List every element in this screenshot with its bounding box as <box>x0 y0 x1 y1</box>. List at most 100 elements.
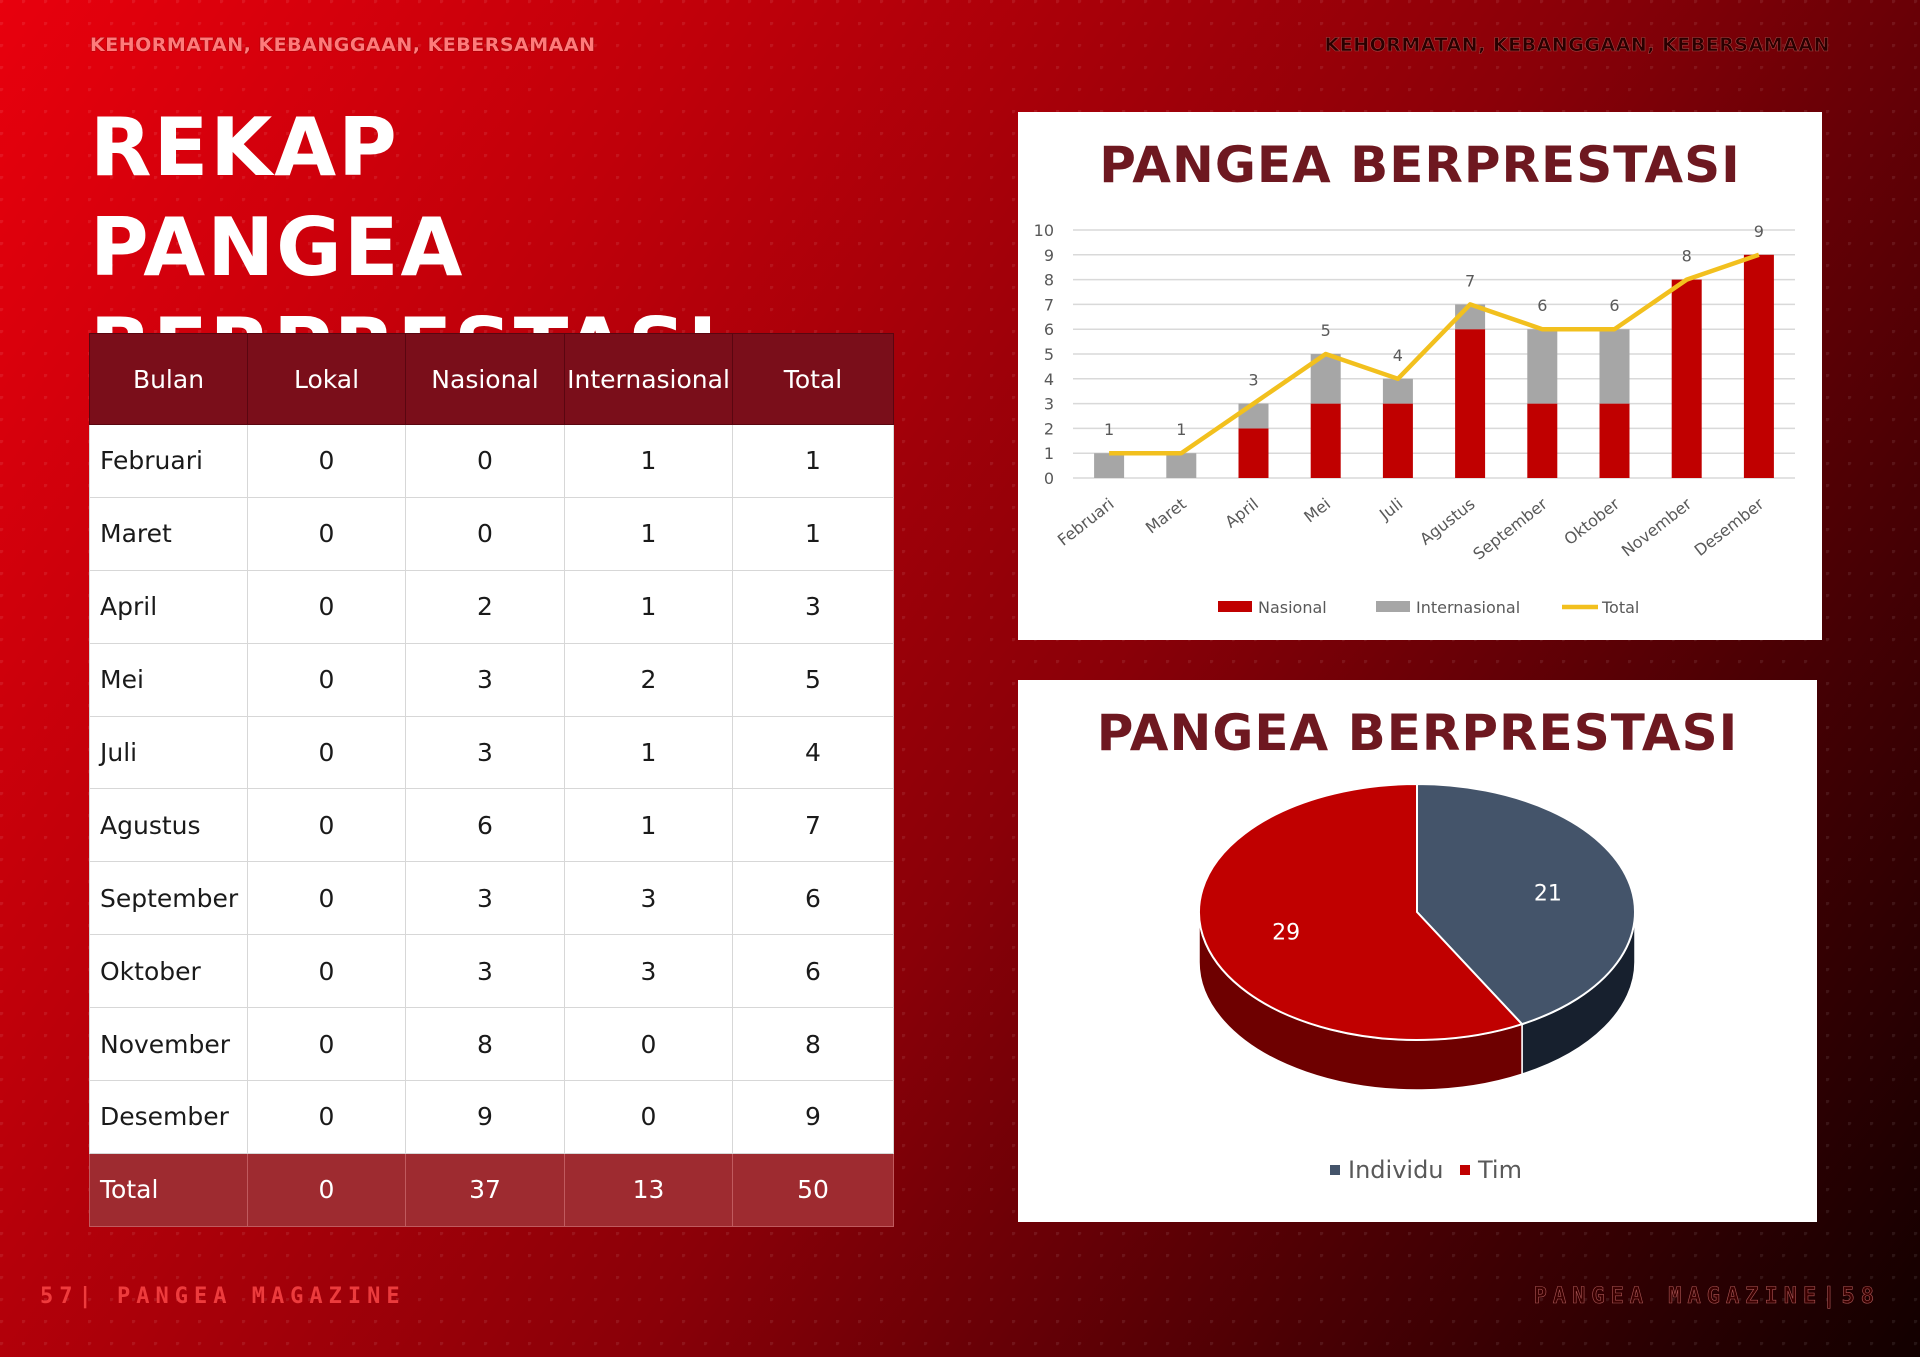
y-tick-label: 2 <box>1044 419 1054 438</box>
table-row: Mei 0 3 2 5 <box>89 642 894 717</box>
table-cell: 2 <box>405 569 565 644</box>
bar-nasional <box>1527 403 1558 478</box>
table-cell: 1 <box>732 496 894 571</box>
table-cell: November <box>89 1007 248 1082</box>
table-header-row: Bulan Lokal Nasional Internasional Total <box>89 333 894 425</box>
x-tick-label: Agustus <box>1416 494 1478 549</box>
bar-chart-title: PANGEA BERPRESTASI <box>1099 136 1741 194</box>
x-tick-label: Desember <box>1691 494 1768 560</box>
pie-data-label: 29 <box>1272 921 1300 946</box>
tagline-left: KEHORMATAN, KEBANGGAAN, KEBERSAMAAN <box>90 34 596 56</box>
table-cell: 0 <box>247 1007 406 1082</box>
legend-label: Tim <box>1477 1156 1522 1184</box>
pie-slice-tim <box>1198 782 1524 1041</box>
header-lokal: Lokal <box>247 333 406 425</box>
total-lokal: 0 <box>247 1152 406 1227</box>
bar-internasional <box>1599 329 1630 404</box>
table-cell: Oktober <box>89 934 248 1009</box>
footer-right: PANGEA MAGAZINE|58 <box>1533 1284 1880 1310</box>
rekap-table: Bulan Lokal Nasional Internasional Total… <box>89 333 894 1227</box>
bar-chart-card: 0 1 2 3 4 5 6 7 8 9 10 Februari Maret April Mei Juli Agu… <box>1018 112 1822 640</box>
table-cell: 5 <box>732 642 894 717</box>
data-label: 9 <box>1754 222 1764 241</box>
pie-slice-individu <box>1416 782 1636 1026</box>
data-label: 7 <box>1465 271 1475 290</box>
table-total-row: Total 0 37 13 50 <box>89 1152 894 1227</box>
table-cell: 3 <box>405 715 565 790</box>
table-cell: 3 <box>405 934 565 1009</box>
table-cell: 6 <box>732 861 894 936</box>
table-cell: 1 <box>564 569 733 644</box>
table-cell: 3 <box>405 861 565 936</box>
data-label: 8 <box>1682 247 1692 266</box>
table-cell: 4 <box>732 715 894 790</box>
table-cell: Juli <box>89 715 248 790</box>
bar-nasional <box>1455 329 1486 478</box>
total-nasional: 37 <box>405 1152 565 1227</box>
bar-internasional <box>1166 453 1197 478</box>
data-label: 5 <box>1321 321 1331 340</box>
table-row: November 0 8 0 8 <box>89 1007 894 1082</box>
table-row: Desember 0 9 0 9 <box>89 1080 894 1154</box>
legend-swatch <box>1218 601 1252 612</box>
pie-data-label: 21 <box>1534 881 1562 906</box>
table-row: September 0 3 3 6 <box>89 861 894 936</box>
table-cell: 0 <box>405 424 565 498</box>
total-total: 50 <box>732 1152 894 1227</box>
table-cell: April <box>89 569 248 644</box>
header-total: Total <box>732 333 894 425</box>
y-tick-label: 8 <box>1044 271 1054 290</box>
legend-label: Internasional <box>1416 598 1520 617</box>
table-cell: 0 <box>247 424 406 498</box>
header-bulan: Bulan <box>89 333 248 425</box>
table-cell: Desember <box>89 1080 248 1154</box>
tagline-right: KEHORMATAN, KEBANGGAAN, KEBERSAMAAN <box>1324 34 1830 57</box>
y-tick-label: 10 <box>1034 221 1054 240</box>
table-row: Oktober 0 3 3 6 <box>89 934 894 1009</box>
x-tick-label: November <box>1618 494 1696 560</box>
legend-swatch <box>1460 1165 1470 1175</box>
y-tick-label: 0 <box>1044 469 1054 488</box>
bar-nasional <box>1599 403 1630 478</box>
table-cell: 0 <box>247 715 406 790</box>
bar-nasional <box>1310 403 1341 478</box>
pie-chart-card: 21 29 Individu Tim PANGEA BERPRESTASI <box>1018 680 1817 1222</box>
total-line <box>1109 252 1760 456</box>
data-label: 3 <box>1248 371 1258 390</box>
legend-label: Nasional <box>1258 598 1327 617</box>
table-cell: 0 <box>564 1080 733 1154</box>
table-cell: 3 <box>564 861 733 936</box>
footer-left: 57| PANGEA MAGAZINE <box>40 1284 406 1309</box>
table-cell: 8 <box>405 1007 565 1082</box>
table-cell: 1 <box>564 496 733 571</box>
table-row: Agustus 0 6 1 7 <box>89 788 894 863</box>
x-tick-label: Juli <box>1375 494 1406 524</box>
table-cell: 2 <box>564 642 733 717</box>
table-cell: Mei <box>89 642 248 717</box>
table-cell: 9 <box>405 1080 565 1154</box>
table-cell: 3 <box>564 934 733 1009</box>
table-cell: 8 <box>732 1007 894 1082</box>
pie-chart-title: PANGEA BERPRESTASI <box>1096 704 1739 762</box>
table-cell: 6 <box>732 934 894 1009</box>
table-cell: 0 <box>247 569 406 644</box>
y-tick-label: 9 <box>1044 246 1054 265</box>
table-cell: 6 <box>405 788 565 863</box>
table-cell: 1 <box>564 715 733 790</box>
legend-swatch <box>1376 601 1410 612</box>
table-row: Februari 0 0 1 1 <box>89 424 894 498</box>
table-cell: 0 <box>247 642 406 717</box>
bar-nasional <box>1238 428 1269 478</box>
legend-swatch <box>1330 1165 1340 1175</box>
table-cell: Februari <box>89 424 248 498</box>
y-tick-label: 5 <box>1044 345 1054 364</box>
table-cell: 0 <box>564 1007 733 1082</box>
header-internasional: Internasional <box>564 333 733 425</box>
table-cell: 1 <box>564 424 733 498</box>
bar-nasional <box>1671 279 1702 478</box>
y-tick-label: 7 <box>1044 295 1054 314</box>
y-tick-label: 3 <box>1044 395 1054 414</box>
table-cell: 0 <box>405 496 565 571</box>
data-label: 1 <box>1176 420 1186 439</box>
table-row: Maret 0 0 1 1 <box>89 496 894 571</box>
